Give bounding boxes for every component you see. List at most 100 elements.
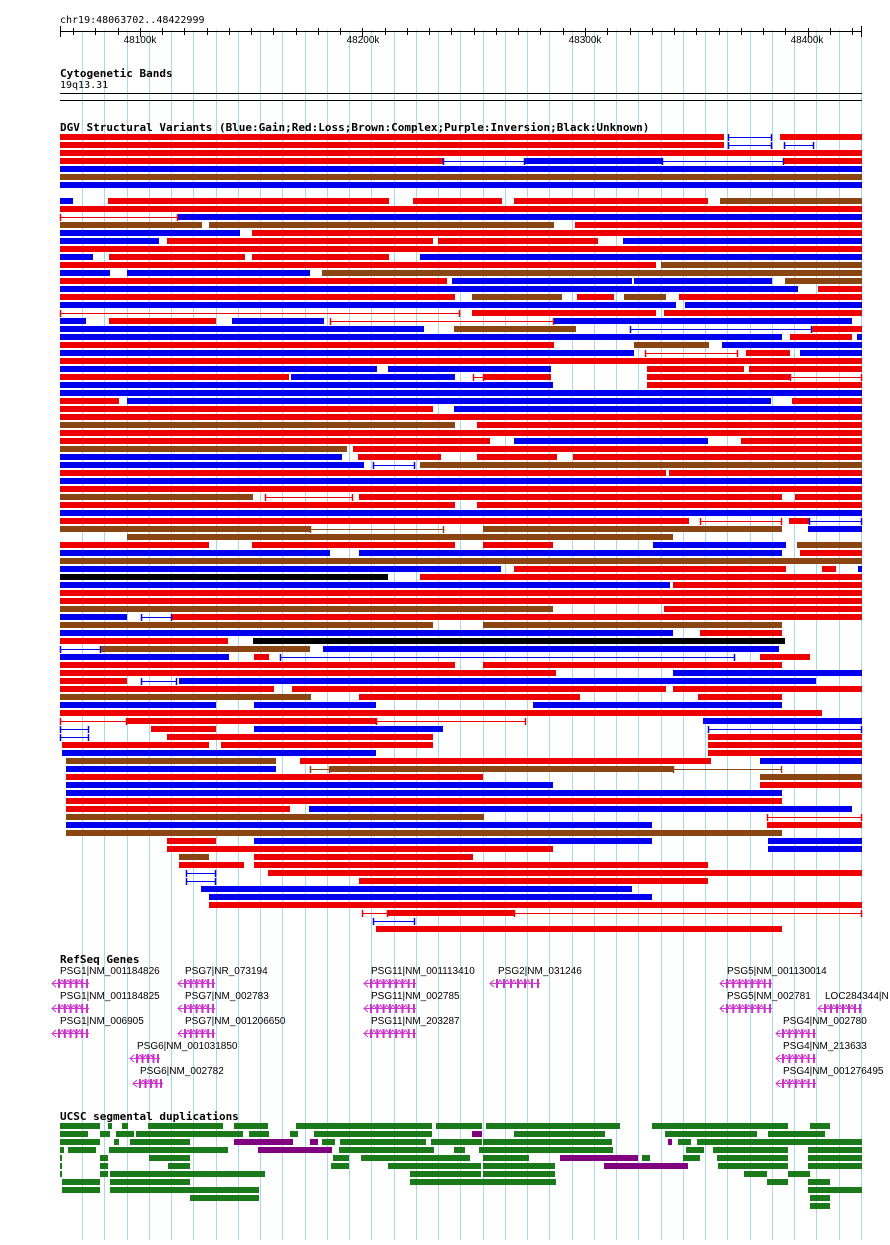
segmental-duplication[interactable]	[68, 1147, 96, 1153]
segmental-duplication[interactable]	[808, 1147, 862, 1153]
dgv-variant[interactable]	[679, 294, 862, 300]
dgv-variant[interactable]	[533, 702, 782, 708]
gene-label[interactable]: PSG1|NM_006905	[60, 1016, 144, 1027]
dgv-variant[interactable]	[353, 446, 862, 452]
dgv-variant[interactable]	[454, 406, 862, 412]
segmental-duplication[interactable]	[718, 1163, 788, 1169]
dgv-variant[interactable]	[60, 182, 862, 188]
dgv-variant[interactable]	[60, 550, 330, 556]
dgv-variant[interactable]	[268, 870, 862, 876]
dgv-variant[interactable]	[358, 454, 441, 460]
gene-label[interactable]: PSG4|NM_213633	[783, 1041, 867, 1052]
gene-model[interactable]	[177, 979, 215, 988]
segmental-duplication[interactable]	[190, 1187, 259, 1193]
gene-label[interactable]: PSG6|NM_002782	[140, 1066, 224, 1077]
dgv-variant[interactable]	[60, 430, 862, 436]
segmental-duplication[interactable]	[60, 1139, 100, 1145]
dgv-variant[interactable]	[66, 822, 652, 828]
dgv-variant[interactable]	[127, 270, 310, 276]
dgv-variant[interactable]	[60, 606, 553, 612]
dgv-variant[interactable]	[472, 310, 656, 316]
dgv-variant[interactable]	[388, 366, 551, 372]
dgv-variant[interactable]	[420, 462, 862, 468]
dgv-variant[interactable]	[60, 230, 240, 236]
dgv-variant[interactable]	[785, 278, 862, 284]
dgv-variant[interactable]	[359, 550, 782, 556]
dgv-variant[interactable]	[780, 134, 862, 140]
dgv-variant[interactable]	[309, 806, 852, 812]
segmental-duplication[interactable]	[642, 1155, 650, 1161]
dgv-variant[interactable]	[60, 558, 862, 564]
dgv-track-title[interactable]: DGV Structural Variants (Blue:Gain;Red:L…	[60, 121, 650, 134]
cytoband-track-title[interactable]: Cytogenetic Bands	[60, 67, 173, 80]
gene-model[interactable]	[363, 1004, 416, 1013]
segmental-duplication[interactable]	[100, 1163, 108, 1169]
gene-label[interactable]: PSG1|NM_001184825	[60, 991, 160, 1002]
dgv-variant[interactable]	[760, 774, 862, 780]
segmental-duplication[interactable]	[483, 1139, 612, 1145]
segmental-duplication[interactable]	[122, 1123, 128, 1129]
segmental-duplication[interactable]	[258, 1147, 332, 1153]
segmental-duplication[interactable]	[479, 1147, 613, 1153]
segmental-duplication[interactable]	[388, 1163, 481, 1169]
gene-model[interactable]	[177, 1029, 215, 1038]
dgv-variant[interactable]	[60, 574, 388, 580]
dgv-variant[interactable]	[413, 198, 502, 204]
dgv-variant[interactable]	[330, 766, 673, 772]
gene-label[interactable]: PSG7|NM_002783	[185, 991, 269, 1002]
dgv-variant[interactable]	[722, 342, 862, 348]
dgv-variant[interactable]	[797, 542, 862, 548]
dgv-variant[interactable]	[167, 238, 433, 244]
dgv-variant[interactable]	[60, 334, 782, 340]
segmental-duplication[interactable]	[665, 1131, 757, 1137]
dgv-variant[interactable]	[60, 638, 228, 644]
segmental-duplication[interactable]	[808, 1179, 830, 1185]
segmental-duplication[interactable]	[767, 1179, 788, 1185]
dgv-variant[interactable]	[253, 638, 785, 644]
segmental-duplication[interactable]	[697, 1139, 862, 1145]
dgv-variant[interactable]	[254, 854, 473, 860]
gene-model[interactable]	[775, 1029, 816, 1038]
refseq-track-title[interactable]: RefSeq Genes	[60, 953, 140, 966]
dgv-variant[interactable]	[624, 294, 666, 300]
dgv-variant[interactable]	[127, 534, 673, 540]
dgv-variant[interactable]	[653, 542, 786, 548]
dgv-variant[interactable]	[484, 374, 551, 380]
gene-model[interactable]	[719, 979, 772, 988]
dgv-variant[interactable]	[664, 310, 862, 316]
segmental-duplication[interactable]	[310, 1139, 318, 1145]
dgv-variant[interactable]	[60, 398, 119, 404]
segmental-duplication[interactable]	[100, 1171, 108, 1177]
dgv-variant[interactable]	[472, 294, 562, 300]
dgv-variant[interactable]	[60, 158, 443, 164]
dgv-variant[interactable]	[703, 718, 862, 724]
dgv-variant[interactable]	[60, 222, 202, 228]
segmental-duplication[interactable]	[60, 1123, 100, 1129]
dgv-variant[interactable]	[60, 654, 229, 660]
dgv-variant[interactable]	[525, 158, 662, 164]
dgv-variant[interactable]	[60, 710, 822, 716]
dgv-variant[interactable]	[664, 606, 862, 612]
dgv-variant[interactable]	[577, 294, 614, 300]
dgv-variant[interactable]	[167, 846, 553, 852]
gene-model[interactable]	[177, 1004, 215, 1013]
dgv-variant[interactable]	[60, 526, 310, 532]
segmental-duplication[interactable]	[109, 1147, 228, 1153]
dgv-variant[interactable]	[60, 502, 455, 508]
dgv-variant[interactable]	[60, 342, 554, 348]
segmental-duplication[interactable]	[604, 1163, 688, 1169]
dgv-variant[interactable]	[178, 214, 862, 220]
dgv-variant[interactable]	[673, 670, 862, 676]
dgv-variant[interactable]	[60, 286, 798, 292]
gene-model[interactable]	[817, 1004, 862, 1013]
segmental-duplication[interactable]	[168, 1163, 190, 1169]
dgv-variant[interactable]	[483, 526, 782, 532]
dgv-variant[interactable]	[66, 814, 484, 820]
dgv-variant[interactable]	[760, 782, 862, 788]
dgv-variant[interactable]	[209, 894, 652, 900]
segmental-duplication[interactable]	[454, 1147, 465, 1153]
dgv-variant[interactable]	[60, 382, 553, 388]
dgv-variant[interactable]	[573, 454, 862, 460]
dgv-variant[interactable]	[179, 854, 209, 860]
gene-label[interactable]: PSG7|NM_001206650	[185, 1016, 286, 1027]
